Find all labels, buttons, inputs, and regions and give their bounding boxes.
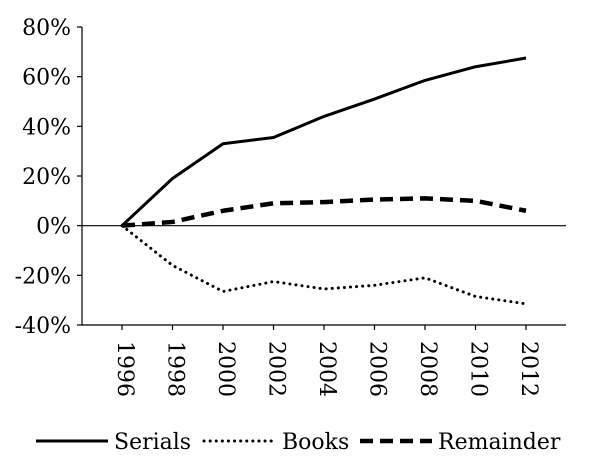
x-tick-label: 2008 bbox=[415, 341, 440, 397]
legend-label: Remainder bbox=[438, 430, 561, 455]
x-tick-label: 2012 bbox=[516, 341, 541, 397]
legend-label: Serials bbox=[114, 430, 191, 455]
x-tick-label: 2002 bbox=[264, 341, 289, 397]
y-tick-label: 60% bbox=[22, 66, 71, 91]
series-line-remainder bbox=[121, 196, 527, 228]
x-tick-label: 2010 bbox=[466, 341, 491, 397]
series-line-serials bbox=[120, 56, 527, 227]
y-tick-label: 20% bbox=[22, 165, 71, 190]
legend: Serials Books Remainder bbox=[36, 430, 561, 455]
series-line-books bbox=[120, 224, 528, 306]
plot-frame bbox=[81, 27, 566, 326]
y-tick-label: 80% bbox=[22, 16, 71, 41]
legend-item-books: Books bbox=[202, 430, 349, 455]
y-tick-label: 40% bbox=[22, 115, 71, 140]
y-tick-label: -20% bbox=[15, 264, 71, 289]
y-tick-label: 0% bbox=[36, 215, 71, 240]
legend-item-remainder: Remainder bbox=[360, 430, 561, 455]
series-lines bbox=[120, 56, 528, 306]
y-axis-ticks: 80% 60% 40% 20% 0% -20% -40% bbox=[15, 16, 82, 339]
x-tick-label: 1996 bbox=[112, 341, 137, 397]
x-tick-label: 1998 bbox=[163, 341, 188, 397]
y-tick-label: -40% bbox=[15, 314, 71, 339]
x-tick-label: 2006 bbox=[365, 341, 390, 397]
x-tick-label: 2000 bbox=[213, 341, 238, 397]
x-axis-ticks: 1996 1998 2000 2002 2004 2006 2008 2010 2012 bbox=[112, 325, 541, 397]
x-tick-label: 2004 bbox=[314, 341, 339, 397]
legend-label: Books bbox=[282, 430, 349, 455]
legend-item-serials: Serials bbox=[36, 430, 191, 455]
